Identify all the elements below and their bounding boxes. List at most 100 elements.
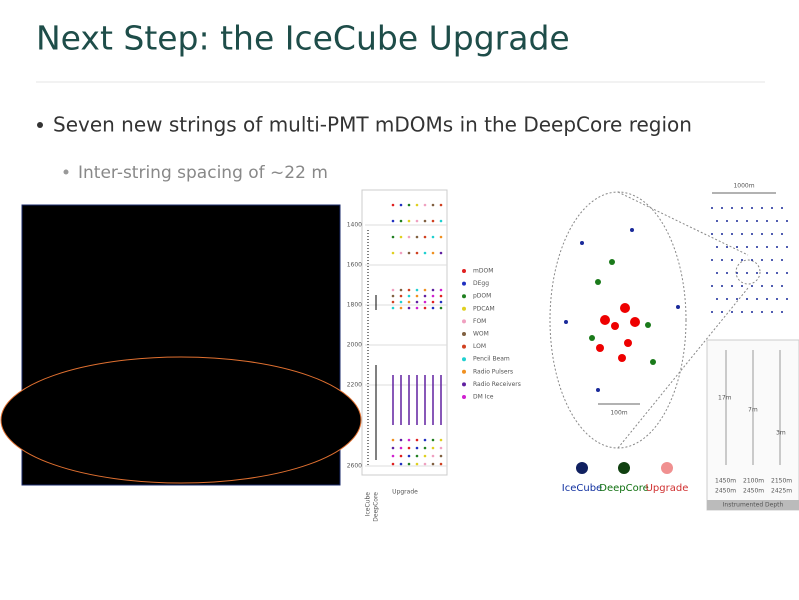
instrument-dot <box>391 203 395 207</box>
instrument-dot <box>399 300 403 304</box>
string-dot <box>751 285 753 287</box>
instrument-dot <box>407 462 411 466</box>
legend-label: Radio Pulsers <box>473 368 513 375</box>
depth-caption: Instrumented Depth <box>723 502 784 509</box>
string-dot <box>624 339 632 347</box>
legend-label: Radio Receivers <box>473 381 521 388</box>
string-dot <box>746 272 748 274</box>
instrument-dot <box>439 306 443 310</box>
instrument-dot <box>439 203 443 207</box>
instrument-dot <box>407 438 411 442</box>
instrument-dot <box>439 294 443 298</box>
instrument-dot <box>391 235 395 239</box>
string-dot <box>736 220 738 222</box>
depth-label: 2150m <box>771 478 792 485</box>
bullet-dot <box>37 122 43 128</box>
instrument-dot <box>415 454 419 458</box>
instrument-dot <box>391 462 395 466</box>
string-dot <box>676 305 680 309</box>
legend-label: IceCube <box>562 483 602 494</box>
string-dot <box>589 335 595 341</box>
icon <box>618 462 630 474</box>
instrument-dot <box>431 288 435 292</box>
legend-swatch <box>462 369 466 374</box>
string-dot <box>771 311 773 313</box>
depth-label: 2450m <box>743 488 764 495</box>
legend-label: DEgg <box>473 280 489 287</box>
string-dot <box>580 241 584 245</box>
string-dot <box>781 233 783 235</box>
sub-bullet-dot <box>63 169 69 175</box>
instrument-dot <box>439 300 443 304</box>
instrument-dot <box>391 446 395 450</box>
instrument-dot <box>423 203 427 207</box>
instrument-dot <box>399 203 403 207</box>
legend-swatch <box>462 344 466 349</box>
instrument-dot <box>431 294 435 298</box>
string-dot <box>776 272 778 274</box>
instrument-dot <box>415 462 419 466</box>
legend-label: PDCAM <box>473 305 495 312</box>
instrument-dot <box>423 288 427 292</box>
instrument-dot <box>439 462 443 466</box>
string-dot <box>776 298 778 300</box>
instrument-dot <box>415 446 419 450</box>
depth-label: 2100m <box>743 478 764 485</box>
instrument-dot <box>407 235 411 239</box>
string-dot <box>711 233 713 235</box>
string-dot <box>731 311 733 313</box>
depth-plot: 1400 1600 1800 2000 2200 2600 IceCube DeepCore U… <box>347 189 448 522</box>
string-dot <box>761 311 763 313</box>
string-dot <box>645 322 651 328</box>
instrument-dot <box>415 203 419 207</box>
instrument-dot <box>415 235 419 239</box>
string-dot <box>711 285 713 287</box>
string-dot <box>611 322 619 330</box>
string-dot <box>596 344 604 352</box>
instrument-dot <box>431 462 435 466</box>
instrument-dot <box>391 251 395 255</box>
string-dot <box>786 246 788 248</box>
instrument-dot <box>407 446 411 450</box>
string-dot <box>736 272 738 274</box>
instrument-dot <box>415 300 419 304</box>
instrument-dot <box>439 446 443 450</box>
icon <box>576 462 588 474</box>
string-dot <box>650 359 656 365</box>
zoom-circle-small <box>735 259 761 285</box>
ellipse-overlay <box>0 356 362 484</box>
string-dot <box>736 298 738 300</box>
string-dot <box>721 207 723 209</box>
string-dot <box>766 298 768 300</box>
instrument-dot <box>431 203 435 207</box>
string-dot <box>746 220 748 222</box>
instrument-dot <box>391 306 395 310</box>
instrument-dot <box>431 446 435 450</box>
string-dot <box>620 303 630 313</box>
instrument-dot <box>423 294 427 298</box>
spacing-label: 3m <box>776 430 786 437</box>
string-dot <box>746 298 748 300</box>
legend-swatch <box>462 319 466 324</box>
x-tick-label: DeepCore <box>373 492 380 522</box>
string-dot <box>751 233 753 235</box>
instrument-dot <box>431 235 435 239</box>
legend-swatch <box>462 395 466 399</box>
instrument-dot <box>407 294 411 298</box>
instrument-dot <box>399 454 403 458</box>
y-tick-label: 1400 <box>347 222 362 229</box>
string-dot <box>756 298 758 300</box>
instrument-dot <box>391 288 395 292</box>
instrument-dot <box>431 251 435 255</box>
string-dot <box>721 311 723 313</box>
string-dot <box>716 272 718 274</box>
string-dot <box>609 259 615 265</box>
legend-swatch <box>462 306 466 311</box>
y-tick-label: 1800 <box>347 302 362 309</box>
instrument-dot <box>439 438 443 442</box>
y-tick-label: 2000 <box>347 342 362 349</box>
scale-label: 100m <box>610 410 627 417</box>
instrument-dot <box>423 300 427 304</box>
instrument-dot <box>407 288 411 292</box>
